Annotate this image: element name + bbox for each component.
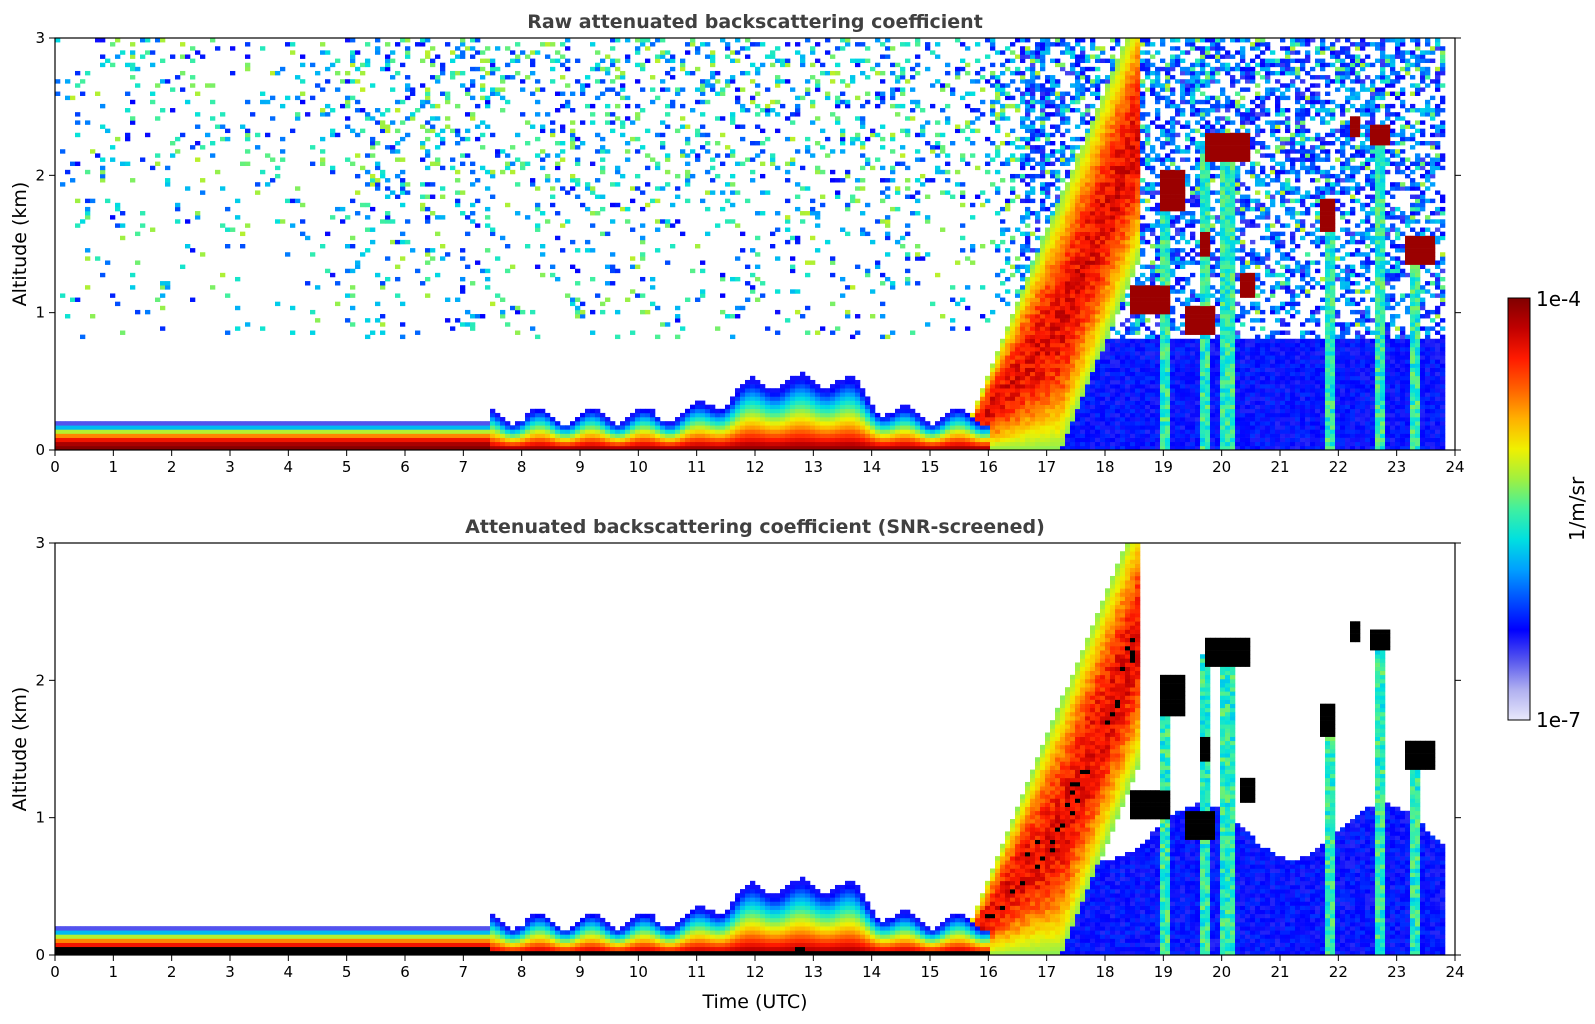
colorbar-unit-label: 1/m/sr — [1565, 476, 1589, 541]
xtick-label: 14 — [862, 963, 881, 981]
xtick-label: 23 — [1387, 963, 1406, 981]
ytick-label: 0 — [35, 441, 45, 459]
xtick-label: 8 — [517, 458, 527, 476]
ytick-label: 2 — [35, 166, 45, 184]
panel-raw-ylabel: Altitude (km) — [9, 182, 31, 307]
panel-raw-heatmap — [55, 38, 1445, 450]
xtick-label: 18 — [1095, 963, 1114, 981]
panel-screened-title: Attenuated backscattering coefficient (S… — [465, 516, 1045, 538]
xtick-label: 24 — [1445, 458, 1464, 476]
panel-raw: Raw attenuated backscattering coefficien… — [9, 11, 1465, 476]
xtick-label: 20 — [1212, 963, 1231, 981]
xtick-label: 9 — [575, 458, 585, 476]
xtick-label: 11 — [687, 963, 706, 981]
xtick-label: 22 — [1329, 963, 1348, 981]
xtick-label: 17 — [1037, 458, 1056, 476]
xtick-label: 12 — [745, 458, 764, 476]
xtick-label: 3 — [225, 458, 235, 476]
xtick-label: 14 — [862, 458, 881, 476]
xtick-label: 2 — [167, 458, 177, 476]
xtick-label: 20 — [1212, 458, 1231, 476]
xtick-label: 18 — [1095, 458, 1114, 476]
xtick-label: 9 — [575, 963, 585, 981]
xtick-label: 22 — [1329, 458, 1348, 476]
panel-screened-ylabel: Altitude (km) — [9, 687, 31, 812]
colorbar: 1e-4 1e-7 1/m/sr — [1508, 287, 1589, 732]
xtick-label: 19 — [1154, 458, 1173, 476]
xtick-label: 17 — [1037, 963, 1056, 981]
xtick-label: 19 — [1154, 963, 1173, 981]
xtick-label: 7 — [459, 458, 469, 476]
ytick-label: 1 — [35, 304, 45, 322]
xtick-label: 6 — [400, 963, 410, 981]
xtick-label: 16 — [979, 458, 998, 476]
ytick-label: 3 — [35, 29, 45, 47]
xtick-label: 21 — [1270, 963, 1289, 981]
ytick-label: 0 — [35, 946, 45, 964]
xtick-label: 15 — [920, 458, 939, 476]
ytick-label: 3 — [35, 534, 45, 552]
panel-raw-title: Raw attenuated backscattering coefficien… — [527, 11, 983, 33]
xtick-label: 4 — [284, 458, 294, 476]
xtick-label: 1 — [109, 458, 119, 476]
xtick-label: 4 — [284, 963, 294, 981]
colorbar-gradient — [1508, 298, 1530, 720]
xtick-label: 12 — [745, 963, 764, 981]
colorbar-max-label: 1e-4 — [1536, 287, 1581, 311]
xtick-label: 0 — [50, 458, 60, 476]
xtick-label: 11 — [687, 458, 706, 476]
colorbar-min-label: 1e-7 — [1536, 708, 1581, 732]
panel-screened: Attenuated backscattering coefficient (S… — [9, 516, 1465, 1013]
xtick-label: 6 — [400, 458, 410, 476]
xtick-label: 10 — [629, 458, 648, 476]
xtick-label: 3 — [225, 963, 235, 981]
xtick-label: 16 — [979, 963, 998, 981]
xtick-label: 2 — [167, 963, 177, 981]
ytick-label: 1 — [35, 809, 45, 827]
xtick-label: 5 — [342, 458, 352, 476]
xtick-label: 13 — [804, 458, 823, 476]
xtick-label: 23 — [1387, 458, 1406, 476]
xtick-label: 10 — [629, 963, 648, 981]
xtick-label: 15 — [920, 963, 939, 981]
xtick-label: 21 — [1270, 458, 1289, 476]
xtick-label: 1 — [109, 963, 119, 981]
xtick-label: 8 — [517, 963, 527, 981]
xtick-label: 24 — [1445, 963, 1464, 981]
xtick-label: 13 — [804, 963, 823, 981]
xtick-label: 7 — [459, 963, 469, 981]
xtick-label: 5 — [342, 963, 352, 981]
xtick-label: 0 — [50, 963, 60, 981]
panel-screened-heatmap — [55, 543, 1445, 955]
ytick-label: 2 — [35, 671, 45, 689]
panel-screened-xlabel: Time (UTC) — [701, 991, 807, 1013]
